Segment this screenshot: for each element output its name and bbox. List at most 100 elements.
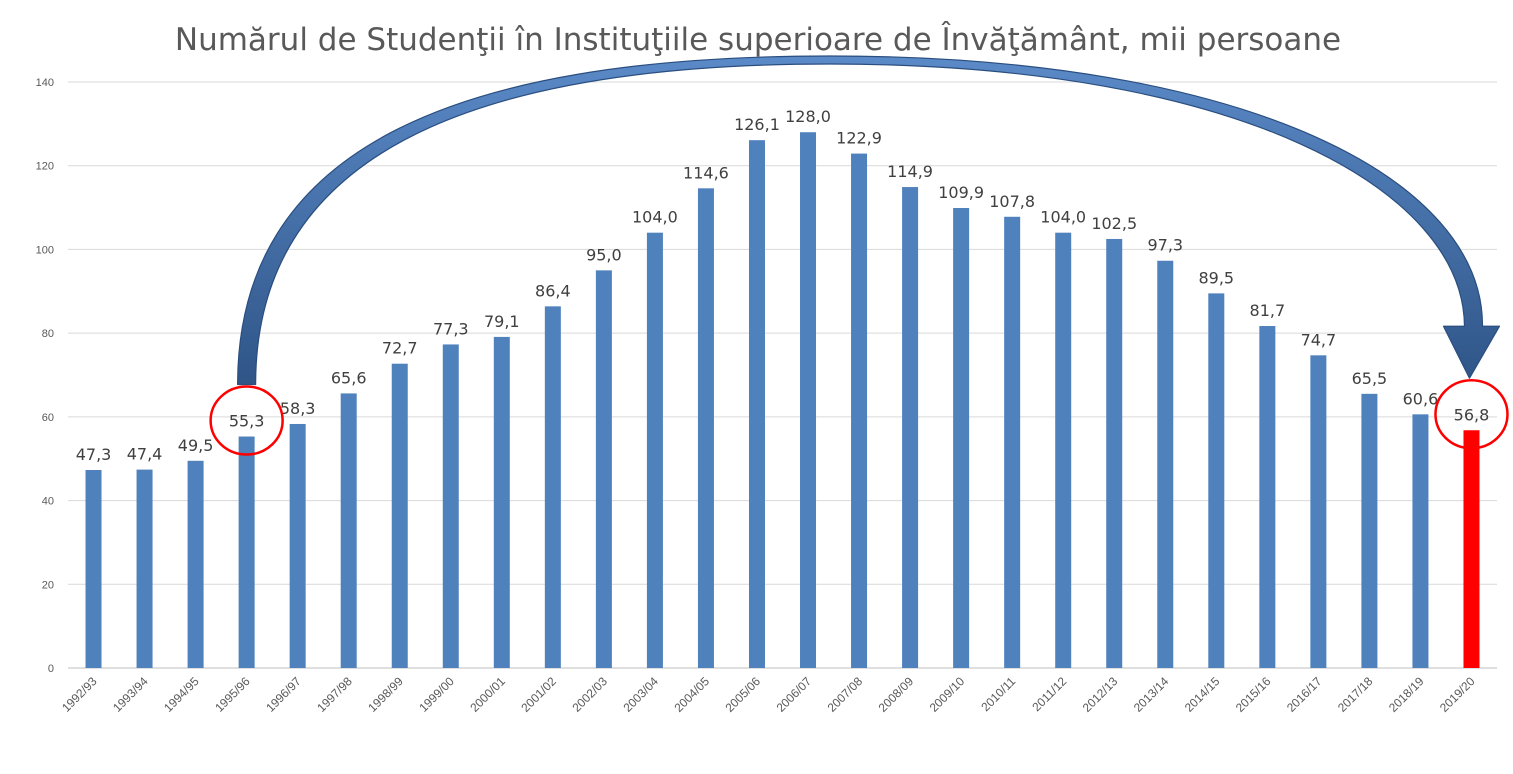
x-tick-label: 2001/02 xyxy=(518,674,559,715)
data-label: 79,1 xyxy=(484,312,520,331)
bar xyxy=(1259,326,1276,668)
bar xyxy=(1208,293,1225,668)
x-tick-label: 2009/10 xyxy=(927,674,968,715)
data-label: 89,5 xyxy=(1198,268,1234,287)
bar xyxy=(953,207,970,669)
x-axis-ticks: 1992/93 1993/94 1994/95 1995/96 1996/97 1997/… xyxy=(59,674,1478,715)
bar xyxy=(1157,260,1174,668)
bar xyxy=(1055,232,1072,668)
bar xyxy=(851,153,868,669)
x-tick-label: 2008/09 xyxy=(876,674,917,715)
y-tick-label: 0 xyxy=(48,663,54,675)
data-label: 128,0 xyxy=(785,107,831,126)
bar xyxy=(646,232,663,668)
data-label: 81,7 xyxy=(1250,301,1286,320)
data-label: 104,0 xyxy=(1040,208,1086,227)
data-label: 60,6 xyxy=(1403,389,1439,408)
y-tick-label: 140 xyxy=(36,77,54,89)
bar xyxy=(187,460,204,668)
data-label: 72,7 xyxy=(382,339,418,358)
highlight-circle xyxy=(209,385,284,456)
bar xyxy=(289,423,306,668)
y-tick-label: 20 xyxy=(42,579,54,591)
bar xyxy=(442,344,459,668)
x-tick-label: 2014/15 xyxy=(1182,674,1223,715)
data-label: 114,6 xyxy=(683,163,729,182)
x-tick-label: 2002/03 xyxy=(569,674,610,715)
data-label: 47,3 xyxy=(76,445,112,464)
x-tick-label: 2000/01 xyxy=(467,674,508,715)
data-label: 55,3 xyxy=(229,412,265,431)
bar xyxy=(493,336,510,668)
y-tick-label: 40 xyxy=(42,496,54,508)
x-tick-label: 2007/08 xyxy=(825,674,866,715)
data-label: 65,5 xyxy=(1352,369,1388,388)
bar xyxy=(697,188,714,668)
bar xyxy=(800,132,817,668)
x-tick-label: 1994/95 xyxy=(161,674,202,715)
x-tick-label: 2003/04 xyxy=(620,674,661,715)
data-label: 58,3 xyxy=(280,399,316,418)
chart-title: Numărul de Studenţii în Instituţiile sup… xyxy=(175,22,1341,58)
data-label: 86,4 xyxy=(535,281,571,300)
data-label: 126,1 xyxy=(734,115,780,134)
y-tick-label: 60 xyxy=(42,412,54,424)
bars xyxy=(85,132,1480,669)
x-tick-label: 2018/19 xyxy=(1386,674,1427,715)
x-tick-label: 1999/00 xyxy=(416,674,457,715)
bar xyxy=(136,469,153,668)
bar xyxy=(595,270,612,668)
data-label: 114,9 xyxy=(887,162,933,181)
x-tick-label: 2017/18 xyxy=(1335,674,1376,715)
data-label: 102,5 xyxy=(1091,214,1137,233)
x-tick-label: 2006/07 xyxy=(774,674,815,715)
data-label: 77,3 xyxy=(433,319,469,338)
highlight-circles xyxy=(209,379,1509,456)
bar xyxy=(544,306,561,668)
bar xyxy=(391,363,408,668)
data-label: 49,5 xyxy=(178,436,214,455)
trend-arrow xyxy=(237,55,1501,386)
bar xyxy=(902,187,919,668)
y-tick-label: 80 xyxy=(42,328,54,340)
x-tick-label: 1992/93 xyxy=(59,674,100,715)
bar xyxy=(748,140,765,669)
x-tick-label: 2013/14 xyxy=(1131,674,1172,715)
x-tick-label: 2019/20 xyxy=(1437,674,1478,715)
bar xyxy=(340,393,357,668)
highlight-circle xyxy=(1434,379,1509,450)
data-label: 74,7 xyxy=(1301,330,1337,349)
x-tick-label: 2005/06 xyxy=(723,674,764,715)
x-tick-label: 2010/11 xyxy=(978,674,1018,714)
bar xyxy=(1106,238,1123,668)
x-tick-label: 2004/05 xyxy=(671,674,712,715)
bar xyxy=(1310,355,1327,668)
bar xyxy=(1361,393,1378,668)
x-tick-label: 2016/17 xyxy=(1284,674,1325,715)
x-tick-label: 2015/16 xyxy=(1233,674,1274,715)
bar xyxy=(85,470,102,668)
trend-arrow-layer xyxy=(237,55,1501,386)
data-label: 109,9 xyxy=(938,183,984,202)
data-label: 97,3 xyxy=(1147,236,1183,255)
bar xyxy=(238,436,255,668)
x-tick-label: 1995/96 xyxy=(212,674,253,715)
gridlines xyxy=(68,81,1497,669)
data-label: 47,4 xyxy=(127,445,163,464)
data-label: 65,6 xyxy=(331,368,367,387)
data-label: 107,8 xyxy=(989,192,1035,211)
x-tick-label: 2012/13 xyxy=(1080,674,1121,715)
data-labels: 47,3 47,4 49,5 55,3 58,3 65,6 72,7 77,3 79,1 86,4… xyxy=(76,107,1490,464)
y-tick-label: 100 xyxy=(36,244,54,256)
y-axis-ticks: 0 20 40 60 80 100 120 140 xyxy=(36,77,54,675)
data-label: 122,9 xyxy=(836,129,882,148)
bar xyxy=(1463,430,1480,668)
x-tick-label: 2011/12 xyxy=(1029,674,1069,714)
y-tick-label: 120 xyxy=(36,161,54,173)
x-tick-label: 1993/94 xyxy=(110,674,151,715)
x-tick-label: 1996/97 xyxy=(263,674,304,715)
data-label: 56,8 xyxy=(1454,405,1490,424)
bar xyxy=(1412,414,1429,668)
